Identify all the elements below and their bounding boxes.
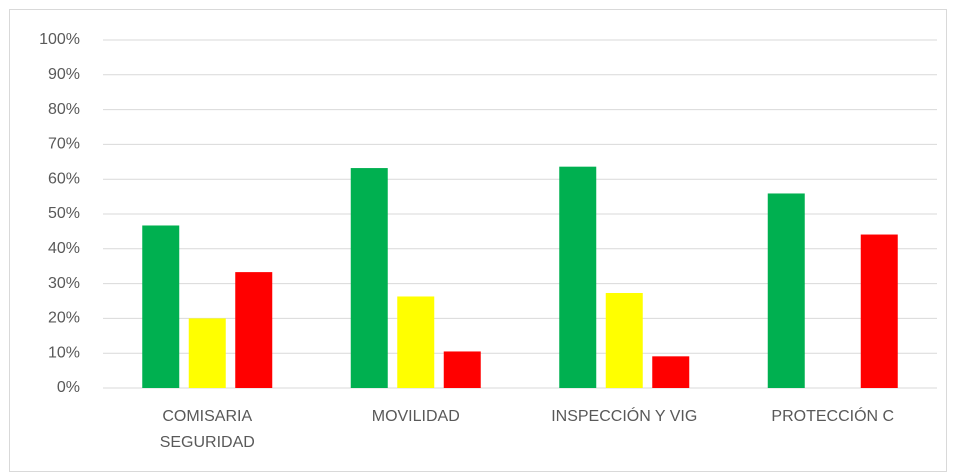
y-tick-label: 40% (48, 240, 80, 257)
bar (559, 166, 597, 388)
y-tick-label: 70% (48, 136, 80, 153)
y-tick-label: 50% (48, 205, 80, 222)
bar (142, 225, 180, 388)
x-tick-label: MOVILIDAD (371, 408, 460, 425)
bar (860, 234, 898, 388)
y-tick-label: 0% (57, 379, 80, 396)
bar (605, 292, 643, 388)
x-tick-label: INSPECCIÓN Y VIG (551, 408, 698, 425)
bar (443, 351, 481, 388)
y-tick-label: 80% (48, 101, 80, 118)
bar (235, 272, 273, 388)
bar (188, 318, 226, 388)
y-tick-label: 90% (48, 66, 80, 83)
x-tick-label: COMISARIA SEGURIDAD (159, 408, 255, 451)
bar (652, 356, 690, 388)
y-tick-label: 60% (48, 170, 80, 187)
y-tick-label: 100% (39, 31, 80, 48)
y-tick-label: 10% (48, 344, 80, 361)
y-tick-label: 20% (48, 310, 80, 327)
y-tick-label: 30% (48, 275, 80, 292)
x-tick-label: PROTECCIÓN C (771, 408, 895, 425)
bar (397, 296, 435, 388)
bar (767, 193, 805, 388)
bar (350, 168, 388, 388)
